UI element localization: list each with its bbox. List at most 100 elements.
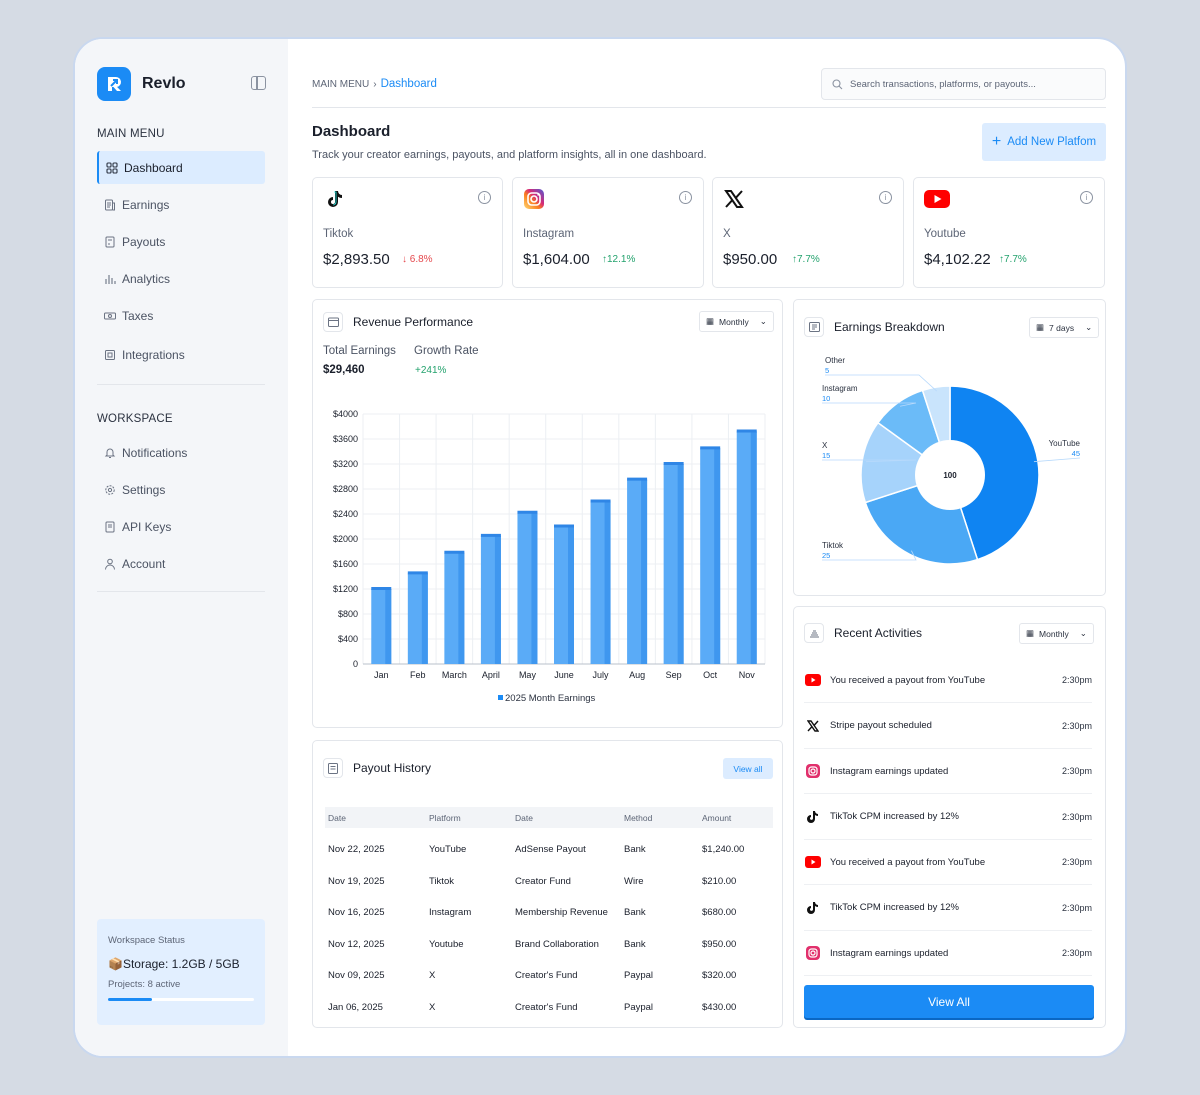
stat-value: $950.00: [723, 251, 778, 268]
activity-time: 2:30pm: [1061, 811, 1092, 822]
sidebar-item-analytics[interactable]: Analytics: [97, 262, 265, 295]
bar[interactable]: [371, 587, 392, 664]
activity-item[interactable]: Stripe payout scheduled 2:30pm: [804, 704, 1092, 749]
bar[interactable]: [554, 524, 574, 665]
column-header: Method: [624, 813, 653, 823]
sidebar-item-integrations[interactable]: Integrations: [97, 338, 265, 371]
activity-text: Stripe payout scheduled: [830, 720, 932, 731]
stat-card-tiktok[interactable]: i Tiktok $2,893.50 ↓ 6.8%: [312, 177, 503, 288]
chart-legend: 2025 Month Earnings: [498, 693, 596, 704]
sidebar-item-taxes[interactable]: Taxes: [97, 299, 265, 332]
add-platform-button[interactable]: + Add New Platfom: [982, 123, 1106, 161]
sidebar-item-label: Payouts: [122, 234, 166, 249]
activity-text: TikTok CPM increased by 12%: [830, 811, 960, 822]
activity-item[interactable]: TikTok CPM increased by 12% 2:30pm: [804, 886, 1092, 931]
info-icon[interactable]: i: [1080, 191, 1093, 204]
table-row[interactable]: Jan 06, 2025 X Creator's Fund Paypal $430.00: [325, 993, 773, 1023]
revenue-performance-card: Revenue Performance ▦ Monthly ⌄ Total Ea…: [312, 299, 783, 728]
bar[interactable]: [700, 446, 721, 664]
bar[interactable]: [627, 477, 648, 664]
sidebar-item-label: Taxes: [122, 308, 154, 323]
activities-view-all-button[interactable]: View All: [804, 985, 1094, 1018]
sidebar-item-earnings[interactable]: Earnings: [97, 188, 265, 221]
breakdown-period-select[interactable]: ▦ 7 days ⌄: [1029, 317, 1100, 338]
growth-rate-value: +241%: [415, 365, 447, 376]
x-tick-label: July: [593, 670, 610, 680]
bar[interactable]: [444, 550, 465, 664]
breakdown-period-value: 7 days: [1049, 322, 1075, 333]
table-row[interactable]: Nov 19, 2025 Tiktok Creator Fund Wire $210.0…: [325, 867, 773, 897]
table-cell: Paypal: [624, 970, 654, 981]
payout-view-all-button[interactable]: View all: [723, 758, 773, 779]
activities-period-select[interactable]: ▦ Monthly ⌄: [1019, 623, 1094, 644]
activity-item[interactable]: TikTok CPM increased by 12% 2:30pm: [804, 795, 1092, 840]
sidebar-item-settings[interactable]: Settings: [97, 473, 265, 506]
bar[interactable]: [517, 510, 538, 664]
sidebar-item-label: API Keys: [122, 519, 172, 534]
sidebar-item-payouts[interactable]: Payouts: [97, 225, 265, 258]
stat-change: ↓ 6.8%: [402, 254, 433, 265]
calendar-icon: [323, 312, 343, 332]
donut-center-label: 100: [943, 471, 957, 480]
table-cell: Instagram: [429, 907, 472, 918]
slice-value: 15: [822, 451, 830, 460]
plus-icon: +: [991, 133, 1002, 150]
chevron-down-icon: ⌄: [1079, 628, 1087, 638]
info-icon[interactable]: i: [478, 191, 491, 204]
activities-period-value: Monthly: [1039, 628, 1069, 639]
stat-platform-name: Instagram: [523, 228, 575, 240]
slice-label: Tiktok: [822, 541, 844, 550]
search-input[interactable]: Search transactions, platforms, or payou…: [821, 68, 1106, 100]
activity-item[interactable]: Instagram earnings updated 2:30pm: [804, 931, 1092, 976]
stat-card-youtube[interactable]: i Youtube $4,102.22 ↑7.7%: [913, 177, 1105, 288]
sidebar-item-notifications[interactable]: Notifications: [97, 436, 265, 469]
tiktok-icon: [804, 808, 822, 826]
table-cell: Youtube: [429, 938, 464, 950]
pie-slice[interactable]: [860, 421, 952, 504]
table-row[interactable]: Nov 22, 2025 YouTube AdSense Payout Bank $1,…: [325, 835, 773, 865]
activity-item[interactable]: You received a payout from YouTube 2:30pm: [804, 658, 1092, 703]
x-tick-label: April: [482, 670, 500, 680]
sidebar-toggle-icon[interactable]: [251, 76, 266, 90]
calendar-icon: ▦: [1036, 322, 1045, 332]
breadcrumb-root[interactable]: MAIN MENU: [312, 78, 370, 90]
bar[interactable]: [663, 462, 684, 664]
stat-card-instagram[interactable]: i Instagram $1,604.00 ↑12.1%: [512, 177, 704, 288]
recent-activities-card: Recent Activities ▦ Monthly ⌄ You receiv…: [793, 606, 1106, 1028]
bar[interactable]: [590, 499, 611, 665]
x-logo-icon: [724, 190, 744, 208]
activity-item[interactable]: You received a payout from YouTube 2:30pm: [804, 840, 1092, 885]
sidebar-item-account[interactable]: Account: [97, 547, 265, 580]
table-cell: Membership Revenue: [515, 907, 608, 918]
info-icon[interactable]: i: [879, 191, 892, 204]
x-tick-label: June: [554, 670, 574, 680]
bell-icon: [104, 448, 116, 458]
activity-item[interactable]: Instagram earnings updated 2:30pm: [804, 749, 1092, 794]
table-cell: $680.00: [702, 907, 737, 918]
bar[interactable]: [480, 533, 501, 664]
brand-logo: [97, 67, 131, 101]
table-cell: Creator's Fund: [515, 970, 578, 981]
payout-title: Payout History: [353, 761, 432, 775]
growth-rate-label: Growth Rate: [414, 345, 479, 357]
arrow-down-icon: ↓: [402, 254, 410, 265]
y-tick-label: $1600: [333, 559, 358, 569]
table-row[interactable]: Nov 12, 2025 Youtube Brand Collaboration Ba…: [325, 930, 773, 960]
sidebar-item-dashboard[interactable]: Dashboard: [97, 151, 265, 184]
revenue-bar-chart: 0 $400 $800 $1200 $1600 $2000 $2400 $2800 $3200 $…: [333, 409, 766, 704]
sidebar-item-api-keys[interactable]: API Keys: [97, 510, 265, 543]
info-icon[interactable]: i: [679, 191, 692, 204]
bar[interactable]: [407, 571, 428, 664]
table-cell: Nov 09, 2025: [328, 970, 385, 981]
stat-card-x[interactable]: i X $950.00 ↑7.7%: [712, 177, 904, 288]
user-icon: [105, 558, 115, 570]
revenue-period-select[interactable]: ▦ Monthly ⌄: [699, 311, 774, 332]
tax-icon: [104, 312, 116, 319]
bar[interactable]: [736, 429, 757, 665]
table-row[interactable]: Nov 16, 2025 Instagram Membership Revenue B…: [325, 898, 773, 928]
table-row[interactable]: Nov 09, 2025 X Creator's Fund Paypal $320.00: [325, 961, 773, 991]
table-cell: Creator's Fund: [515, 1001, 578, 1013]
